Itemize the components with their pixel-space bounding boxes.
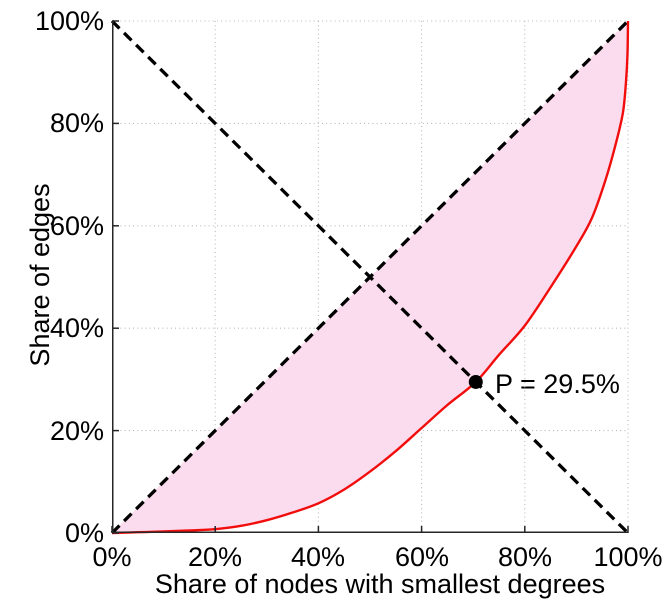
x-tick-label-0: 0% <box>92 542 132 572</box>
p-marker-dot <box>468 374 483 389</box>
y-tick-label-40: 40% <box>49 313 104 343</box>
y-tick-label-60: 60% <box>49 211 104 241</box>
x-tick-label-100: 100% <box>593 542 663 572</box>
y-tick-label-20: 20% <box>49 416 104 446</box>
plot-area <box>110 19 630 535</box>
chart-canvas <box>110 19 630 535</box>
y-axis-label: Share of edges <box>25 183 55 367</box>
p-index-label: P = 29.5% <box>495 369 620 399</box>
y-tick-label-100: 100% <box>34 6 104 36</box>
anti-diagonal <box>110 19 630 535</box>
x-axis-label: Share of nodes with smallest degrees <box>154 569 606 599</box>
x-tick-label-40: 40% <box>290 542 346 572</box>
y-tick-label-80: 80% <box>49 108 104 138</box>
x-tick-label-60: 60% <box>394 542 450 572</box>
y-tick-label-0: 0% <box>64 518 104 548</box>
lorenz-curve <box>111 20 630 535</box>
x-tick-label-80: 80% <box>497 542 553 572</box>
x-tick-label-20: 20% <box>187 542 243 572</box>
